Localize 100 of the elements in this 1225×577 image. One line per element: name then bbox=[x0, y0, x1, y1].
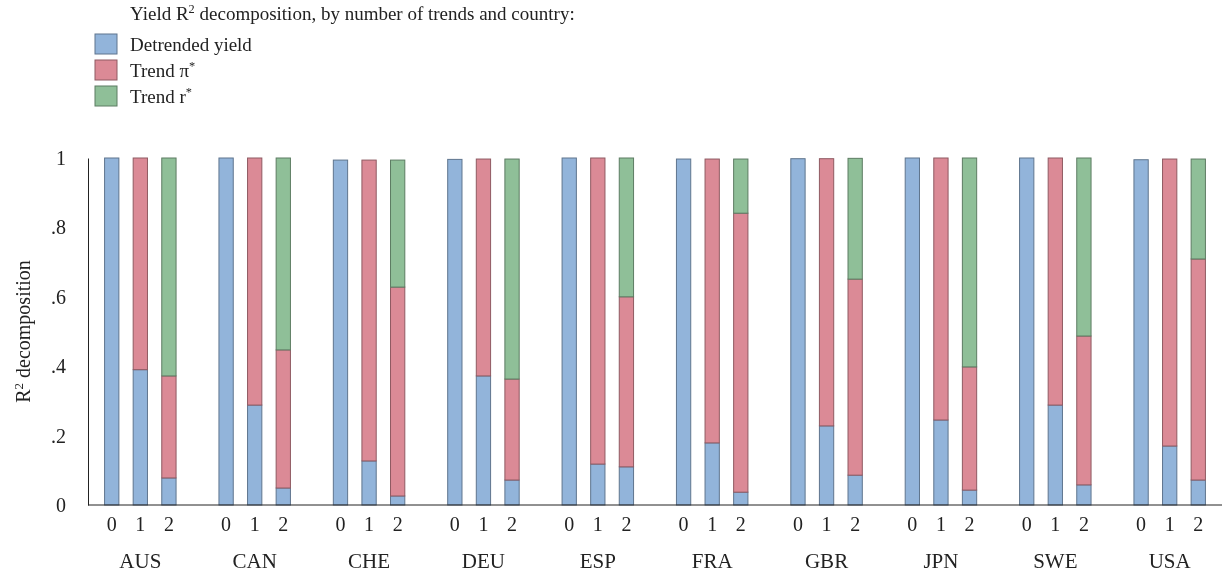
x-tick-label: 0 bbox=[449, 513, 460, 536]
bar bbox=[104, 157, 120, 506]
x-tick-label: 1 bbox=[707, 513, 718, 536]
bar bbox=[1190, 479, 1206, 506]
bar bbox=[818, 425, 835, 506]
text: DEU bbox=[461, 549, 506, 573]
legend-label: Trend π$^{*}$ bbox=[130, 59, 196, 81]
bar bbox=[1162, 158, 1178, 447]
bar bbox=[1190, 158, 1206, 260]
x-tick-label: 2 bbox=[278, 513, 289, 536]
x-tick-label: 0 bbox=[564, 513, 575, 536]
bar bbox=[275, 349, 291, 489]
x-tick-label: 1 bbox=[135, 513, 146, 536]
x-tick-label: 0 bbox=[792, 513, 803, 536]
bar bbox=[132, 157, 148, 371]
bar bbox=[1133, 159, 1149, 506]
text: ESP bbox=[579, 549, 616, 573]
bar bbox=[961, 157, 978, 368]
x-tick-label: 0 bbox=[678, 513, 689, 536]
x-tick-label: 0 bbox=[106, 513, 117, 536]
bar bbox=[361, 159, 377, 462]
bar bbox=[390, 159, 406, 288]
y-tick-label: 0 bbox=[56, 493, 66, 516]
bar bbox=[1076, 484, 1092, 506]
bar bbox=[1076, 335, 1092, 486]
bar bbox=[847, 278, 863, 476]
bar bbox=[818, 158, 835, 427]
x-tick-label: 0 bbox=[335, 513, 346, 536]
text: AUS bbox=[119, 549, 162, 573]
bar bbox=[161, 477, 177, 506]
bar bbox=[1076, 157, 1092, 337]
y-tick-label: .8 bbox=[51, 216, 66, 239]
bar bbox=[733, 158, 749, 214]
bar bbox=[847, 157, 863, 280]
text: FRA bbox=[691, 549, 734, 573]
x-tick-label: 1 bbox=[1164, 513, 1175, 536]
bar bbox=[161, 157, 177, 377]
x-tick-label: 1 bbox=[821, 513, 832, 536]
x-tick-label: 2 bbox=[1078, 513, 1089, 536]
x-tick-label: 2 bbox=[621, 513, 632, 536]
y-tick-label: .6 bbox=[51, 285, 66, 308]
bar bbox=[361, 460, 377, 506]
text: CHE bbox=[348, 549, 391, 573]
legend-label: Detrended yield bbox=[130, 34, 253, 55]
bar bbox=[504, 378, 520, 481]
bar bbox=[704, 158, 720, 444]
bar bbox=[1047, 404, 1063, 506]
x-tick-label: 0 bbox=[1136, 513, 1147, 536]
x-tick-label: 0 bbox=[1021, 513, 1032, 536]
x-tick-label: 0 bbox=[907, 513, 918, 536]
bar bbox=[1162, 445, 1178, 506]
x-tick-label: 2 bbox=[507, 513, 518, 536]
bar bbox=[961, 366, 978, 491]
bar bbox=[590, 463, 606, 506]
bar bbox=[475, 375, 492, 506]
x-tick-label: 1 bbox=[478, 513, 489, 536]
bar bbox=[704, 442, 720, 506]
text: SWE bbox=[1033, 549, 1078, 573]
bar bbox=[790, 158, 806, 506]
x-tick-label: 1 bbox=[364, 513, 375, 536]
legend-label: Trend r$^{*}$ bbox=[130, 85, 192, 107]
bar bbox=[247, 157, 263, 406]
x-tick-label: 2 bbox=[392, 513, 403, 536]
x-tick-label: 2 bbox=[850, 513, 861, 536]
bar bbox=[161, 375, 177, 479]
bar bbox=[504, 158, 520, 380]
bar bbox=[590, 157, 606, 465]
bar bbox=[733, 212, 749, 493]
chart-title: Yield R$^{2}$ decomposition, by number of trends and country: bbox=[130, 2, 575, 24]
bar bbox=[132, 369, 148, 506]
x-tick-label: 2 bbox=[1193, 513, 1204, 536]
y-tick-label: .2 bbox=[51, 424, 66, 447]
bar bbox=[475, 158, 492, 377]
bar bbox=[1019, 157, 1035, 506]
bar bbox=[218, 157, 234, 506]
x-tick-label: 1 bbox=[592, 513, 603, 536]
bar bbox=[275, 487, 291, 506]
bar bbox=[618, 466, 635, 506]
bar bbox=[390, 286, 406, 497]
bar bbox=[1190, 258, 1206, 481]
bar bbox=[618, 296, 635, 468]
bar bbox=[275, 157, 291, 351]
bar bbox=[504, 479, 520, 506]
x-tick-label: 2 bbox=[735, 513, 746, 536]
bar bbox=[847, 474, 863, 506]
bar bbox=[675, 158, 692, 506]
bar bbox=[933, 157, 949, 421]
x-tick-label: 1 bbox=[935, 513, 946, 536]
bar bbox=[561, 157, 577, 506]
x-tick-label: 2 bbox=[163, 513, 174, 536]
x-tick-label: 1 bbox=[1050, 513, 1061, 536]
text: JPN bbox=[923, 549, 959, 573]
y-tick-label: 1 bbox=[56, 146, 66, 169]
x-tick-label: 0 bbox=[221, 513, 232, 536]
bar bbox=[332, 159, 349, 506]
bar bbox=[1047, 157, 1063, 406]
y-tick-label: .4 bbox=[51, 355, 66, 378]
x-tick-label: 2 bbox=[964, 513, 975, 536]
bar bbox=[247, 404, 263, 506]
bar bbox=[933, 419, 949, 506]
